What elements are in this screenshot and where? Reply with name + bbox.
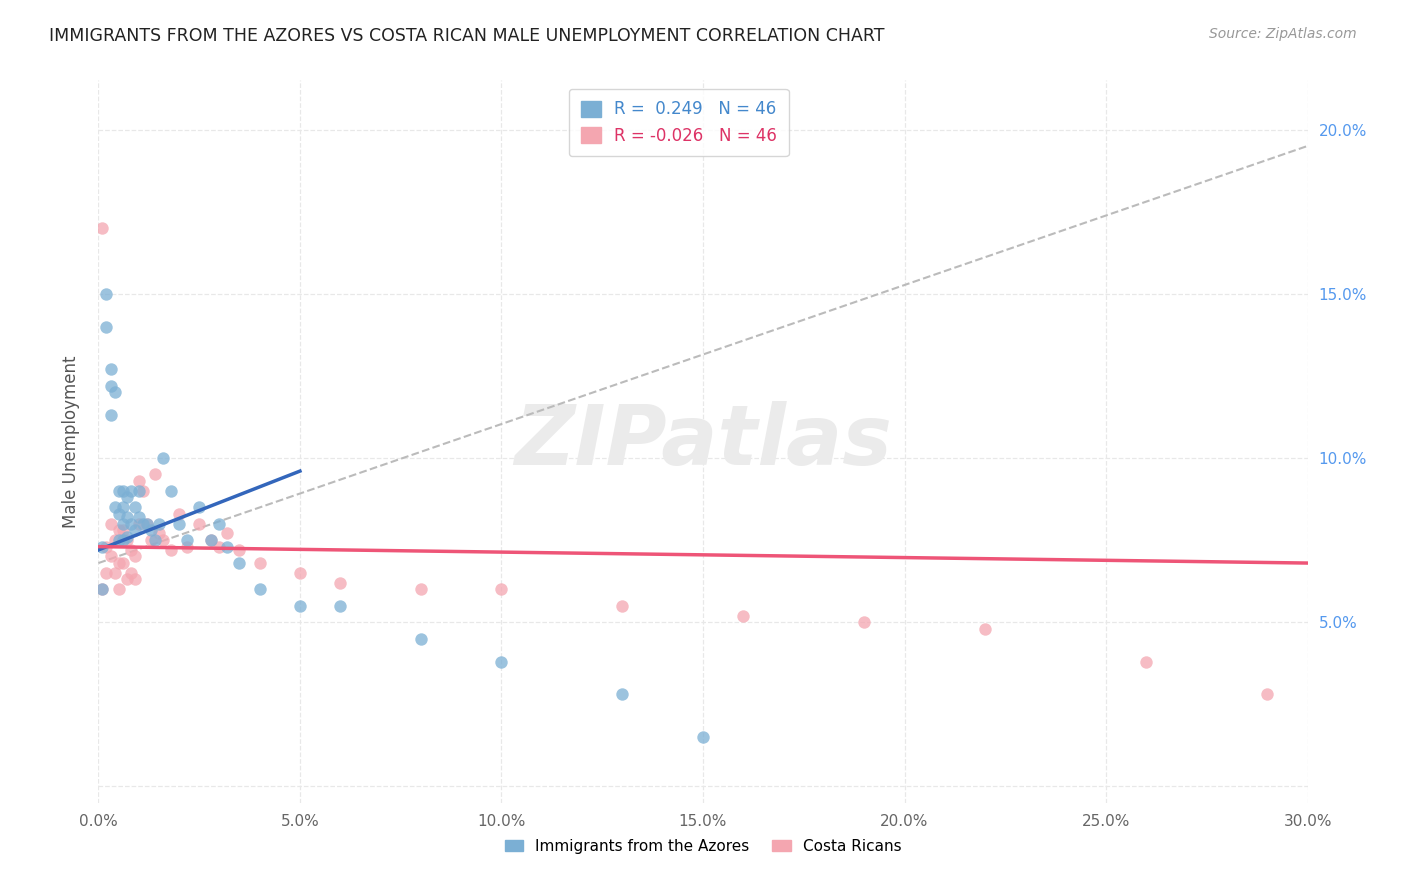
Point xyxy=(96,540,118,554)
Point xyxy=(188,516,211,531)
Point xyxy=(148,526,170,541)
Point xyxy=(107,507,129,521)
Point xyxy=(124,500,146,515)
Point xyxy=(111,556,134,570)
Point xyxy=(111,500,134,515)
Point xyxy=(100,362,122,376)
Point xyxy=(1135,655,1157,669)
Point xyxy=(135,516,157,531)
Point xyxy=(208,516,231,531)
Point xyxy=(135,516,157,531)
Point xyxy=(249,582,271,597)
Point xyxy=(115,533,138,547)
Point xyxy=(124,549,146,564)
Point xyxy=(107,483,129,498)
Point xyxy=(200,533,222,547)
Point xyxy=(124,523,146,537)
Point xyxy=(612,599,634,613)
Point xyxy=(176,533,198,547)
Point xyxy=(974,622,997,636)
Point xyxy=(96,286,118,301)
Point xyxy=(152,450,174,465)
Point xyxy=(612,687,634,701)
Point xyxy=(111,523,134,537)
Point xyxy=(132,516,155,531)
Point xyxy=(111,483,134,498)
Point xyxy=(115,573,138,587)
Point xyxy=(228,542,250,557)
Point xyxy=(96,319,118,334)
Point xyxy=(120,516,142,531)
Point xyxy=(120,542,142,557)
Point xyxy=(100,378,122,392)
Point xyxy=(409,632,432,646)
Point xyxy=(143,533,166,547)
Point xyxy=(329,599,352,613)
Point xyxy=(91,221,114,235)
Legend: Immigrants from the Azores, Costa Ricans: Immigrants from the Azores, Costa Ricans xyxy=(499,833,907,860)
Point xyxy=(176,540,198,554)
Point xyxy=(128,510,150,524)
Point xyxy=(152,533,174,547)
Point xyxy=(167,516,190,531)
Point xyxy=(107,523,129,537)
Point xyxy=(91,582,114,597)
Point xyxy=(249,556,271,570)
Point xyxy=(120,483,142,498)
Point xyxy=(91,540,114,554)
Point xyxy=(103,566,125,580)
Point xyxy=(208,540,231,554)
Point xyxy=(167,507,190,521)
Point xyxy=(217,540,239,554)
Point xyxy=(329,575,352,590)
Point xyxy=(128,483,150,498)
Point xyxy=(100,516,122,531)
Point xyxy=(132,483,155,498)
Point xyxy=(733,608,755,623)
Point xyxy=(115,510,138,524)
Point xyxy=(692,730,714,744)
Point xyxy=(288,599,311,613)
Point xyxy=(200,533,222,547)
Point xyxy=(107,582,129,597)
Point xyxy=(1256,687,1278,701)
Point xyxy=(491,582,513,597)
Point xyxy=(491,655,513,669)
Point xyxy=(111,533,134,547)
Point xyxy=(853,615,876,630)
Point xyxy=(217,526,239,541)
Text: ZIPatlas: ZIPatlas xyxy=(515,401,891,482)
Point xyxy=(228,556,250,570)
Point xyxy=(103,385,125,400)
Point xyxy=(100,409,122,423)
Point xyxy=(107,556,129,570)
Point xyxy=(409,582,432,597)
Point xyxy=(115,530,138,544)
Point xyxy=(103,500,125,515)
Point xyxy=(91,582,114,597)
Point xyxy=(128,474,150,488)
Point xyxy=(143,467,166,482)
Point xyxy=(107,533,129,547)
Point xyxy=(139,533,162,547)
Point xyxy=(188,500,211,515)
Point xyxy=(96,566,118,580)
Text: Source: ZipAtlas.com: Source: ZipAtlas.com xyxy=(1209,27,1357,41)
Point xyxy=(160,542,183,557)
Point xyxy=(160,483,183,498)
Point xyxy=(288,566,311,580)
Point xyxy=(120,566,142,580)
Text: IMMIGRANTS FROM THE AZORES VS COSTA RICAN MALE UNEMPLOYMENT CORRELATION CHART: IMMIGRANTS FROM THE AZORES VS COSTA RICA… xyxy=(49,27,884,45)
Point xyxy=(100,549,122,564)
Point xyxy=(148,516,170,531)
Point xyxy=(103,533,125,547)
Point xyxy=(111,516,134,531)
Point xyxy=(139,523,162,537)
Y-axis label: Male Unemployment: Male Unemployment xyxy=(62,355,80,528)
Point xyxy=(128,516,150,531)
Point xyxy=(124,573,146,587)
Point xyxy=(115,491,138,505)
